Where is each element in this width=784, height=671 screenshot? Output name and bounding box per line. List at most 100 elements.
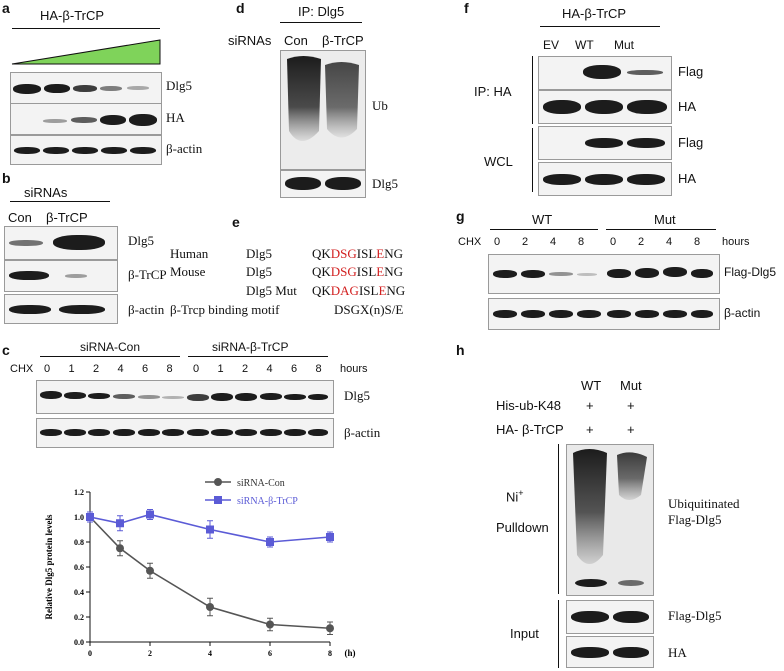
header-line — [540, 26, 660, 27]
row-label: Ub — [372, 98, 388, 113]
blot-input-ha — [566, 636, 654, 668]
row-label: HA — [678, 171, 697, 186]
lane-label: β-TrCP — [46, 210, 88, 225]
chx-label: CHX — [458, 236, 482, 248]
series-line-0 — [89, 516, 331, 630]
time-label: 4 — [666, 236, 673, 248]
time-label: 1 — [68, 363, 75, 375]
bracket-ip — [532, 56, 533, 124]
data-point — [266, 620, 274, 629]
group-line — [40, 356, 180, 357]
time-label: 8 — [315, 363, 322, 375]
blot-dlg5 — [280, 170, 366, 198]
time-label: 0 — [494, 236, 501, 248]
panel-letter: f — [464, 0, 469, 16]
header-line — [12, 28, 160, 29]
ni-label: Ni+ — [506, 488, 524, 505]
x-tick-label: 8 — [328, 649, 332, 658]
blot-ha — [10, 103, 162, 135]
data-point — [146, 566, 154, 575]
legend-marker — [214, 478, 222, 486]
lane-label: WT — [581, 378, 602, 393]
time-label: 1 — [217, 363, 224, 375]
time-label: 2 — [638, 236, 645, 248]
input-label: Input — [510, 626, 539, 641]
pulldown-label: Pulldown — [496, 520, 549, 535]
legend-marker — [214, 496, 222, 504]
y-tick-label: 0.8 — [74, 538, 84, 547]
condition-label: His-ub-K48 — [496, 398, 562, 413]
lane-label: β-TrCP — [322, 33, 364, 48]
time-label: 8 — [694, 236, 701, 248]
data-point — [266, 538, 274, 546]
species-label: Human — [170, 246, 209, 261]
time-label: 4 — [550, 236, 557, 248]
lane-label: Mut — [614, 38, 635, 52]
sequence: QKDSGISLENG — [312, 246, 404, 261]
time-label: 2 — [522, 236, 529, 248]
row-label: HA — [668, 645, 687, 660]
unit-label: hours — [722, 236, 750, 248]
lane-label: WT — [575, 38, 594, 52]
condition-value: + — [586, 398, 594, 413]
row-label: Dlg5 — [372, 176, 398, 191]
time-label: 4 — [266, 363, 273, 375]
condition-value: + — [627, 422, 635, 437]
condition-label: HA- β-TrCP — [496, 422, 564, 437]
blot-ubiquitinated — [566, 444, 654, 596]
wcl-label: WCL — [484, 154, 513, 169]
protein-label: Dlg5 — [246, 264, 272, 279]
gradient-triangle — [11, 39, 161, 65]
panel-letter: b — [2, 170, 11, 186]
x-tick-label: 2 — [148, 649, 152, 658]
y-tick-label: 0.6 — [74, 563, 84, 572]
data-point — [116, 519, 124, 528]
ubiq-label: Ubiquitinated — [668, 496, 740, 511]
row-label: HA — [678, 99, 697, 114]
row-label: β-actin — [344, 425, 381, 440]
condition-value: + — [586, 422, 594, 437]
group-label: Mut — [654, 212, 676, 227]
row-label: HA — [166, 110, 185, 125]
row-label: Flag-Dlg5 — [668, 608, 722, 623]
row-label: β-actin — [166, 141, 203, 156]
species-label: Mouse — [170, 264, 206, 279]
x-axis-label: (h) — [345, 648, 356, 658]
data-point — [326, 533, 334, 541]
row-label: β-actin — [128, 302, 165, 317]
time-label: 8 — [578, 236, 585, 248]
x-tick-label: 6 — [268, 649, 272, 658]
panel-letter: a — [2, 0, 10, 16]
blot-btrcp — [4, 260, 118, 292]
time-label: 0 — [44, 363, 51, 375]
legend-label: siRNA-Con — [237, 478, 285, 489]
row-label: Flag-Dlg5 — [724, 265, 777, 279]
chx-label: CHX — [10, 363, 34, 375]
row-label: Flag — [678, 64, 704, 79]
construct-label: HA-β-TrCP — [562, 6, 627, 21]
time-label: 4 — [117, 363, 124, 375]
time-label: 2 — [242, 363, 249, 375]
panel-letter: d — [236, 0, 245, 16]
blot-actin — [36, 418, 334, 448]
blot-flag-dlg5 — [488, 254, 720, 294]
data-point — [326, 624, 334, 633]
header-line — [10, 201, 110, 202]
group-line — [606, 229, 716, 230]
panel-letter: g — [456, 208, 465, 224]
binding-label: β-Trcp binding motif — [170, 302, 280, 317]
time-label: 0 — [610, 236, 617, 248]
sequence: QKDAGISLENG — [312, 283, 406, 298]
group-line — [490, 229, 598, 230]
blot-input-flag — [566, 600, 654, 634]
protein-label: Dlg5 Mut — [246, 283, 297, 298]
data-point — [206, 525, 214, 534]
blot-dlg5 — [36, 380, 334, 414]
row-label: Dlg5 — [166, 78, 192, 93]
y-axis-label: Relative Dlg5 protein levels — [44, 514, 54, 620]
y-tick-label: 1.0 — [74, 513, 84, 522]
panel-letter: c — [2, 342, 10, 358]
unit-label: hours — [340, 363, 368, 375]
row-label: β-TrCP — [128, 267, 167, 282]
y-tick-label: 0.0 — [74, 638, 84, 647]
